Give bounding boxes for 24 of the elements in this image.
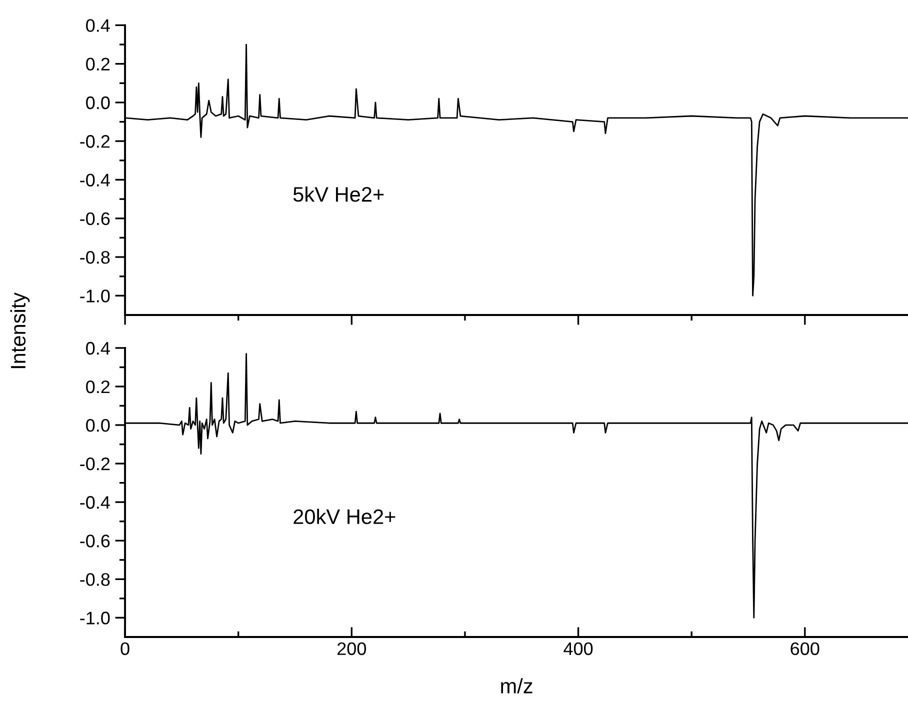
y-tick-label: 0.0 bbox=[86, 96, 110, 110]
annotation: 5kV He2+ bbox=[293, 186, 384, 202]
y-tick-label: -1.0 bbox=[80, 290, 110, 302]
x-tick-label: 0 bbox=[120, 642, 130, 656]
y-axis-title: Intensity bbox=[10, 292, 30, 368]
x-tick-label: 200 bbox=[338, 642, 366, 656]
y-tick-label: -0.6 bbox=[80, 212, 110, 226]
y-tick-label: 0.2 bbox=[86, 380, 110, 394]
x-tick-label: 400 bbox=[564, 642, 593, 656]
y-tick-label: -0.4 bbox=[80, 174, 110, 186]
y-tick-label: 0.0 bbox=[86, 418, 110, 432]
x-axis-title: m/z bbox=[501, 678, 532, 694]
y-tick-label: 0.4 bbox=[86, 342, 110, 355]
y-tick-label: -0.4 bbox=[80, 496, 110, 509]
y-tick-label: -1.0 bbox=[80, 612, 110, 624]
y-tick-label: -0.2 bbox=[80, 135, 110, 148]
y-tick-label: 0.4 bbox=[86, 19, 110, 32]
y-tick-label: -0.8 bbox=[80, 250, 110, 264]
y-tick-label: 0.2 bbox=[86, 58, 110, 71]
annotation: 20kV He2+ bbox=[294, 508, 396, 524]
x-tick-label: 600 bbox=[790, 642, 820, 656]
y-tick-label: -0.2 bbox=[80, 458, 110, 470]
y-tick-label: -0.8 bbox=[80, 573, 110, 586]
y-tick-label: -0.6 bbox=[80, 534, 110, 548]
